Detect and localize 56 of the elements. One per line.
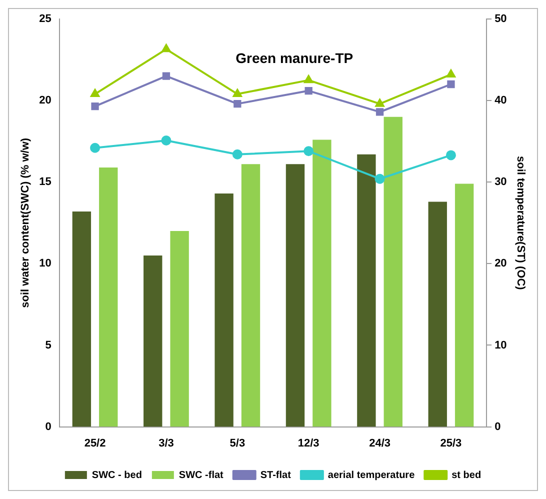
point <box>446 150 456 160</box>
point <box>376 108 384 116</box>
y-tick-label: 0 <box>45 420 52 433</box>
point <box>447 80 455 88</box>
y2-axis-title: soil temperature(ST) (OC) <box>514 156 526 290</box>
legend-label: SWC -flat <box>178 470 224 481</box>
legend-label: SWC - bed <box>92 470 142 481</box>
bar <box>312 140 332 427</box>
point <box>375 98 384 107</box>
y2-tick-label: 40 <box>494 94 507 107</box>
x-tick-label: 25/2 <box>84 437 106 450</box>
x-tick-label: 25/3 <box>440 437 462 450</box>
bar <box>286 164 305 427</box>
legend-label: st bed <box>452 470 482 481</box>
point <box>304 86 312 95</box>
y-tick-label: 25 <box>39 13 52 26</box>
legend-label: aerial temperature <box>328 470 416 481</box>
point <box>90 89 100 98</box>
point <box>91 102 99 110</box>
bar <box>428 202 447 427</box>
y2-tick-label: 20 <box>494 258 507 270</box>
point <box>162 44 171 52</box>
bar <box>454 184 474 427</box>
point <box>162 72 170 80</box>
y-tick-label: 20 <box>39 94 52 107</box>
y-tick-label: 15 <box>39 176 52 188</box>
y2-tick-label: 0 <box>494 420 501 433</box>
point <box>304 75 314 84</box>
bar <box>99 167 118 427</box>
bar <box>170 231 189 427</box>
point <box>304 146 314 156</box>
point <box>90 142 100 153</box>
x-tick-label: 12/3 <box>298 437 320 450</box>
point <box>374 174 385 184</box>
bar <box>384 116 402 427</box>
x-tick-label: 24/3 <box>369 437 390 450</box>
y2-tick-label: 30 <box>494 176 507 188</box>
y-tick-label: 5 <box>45 339 52 352</box>
legend-label: ST-flat <box>260 470 292 481</box>
point <box>232 89 242 98</box>
point <box>446 69 456 78</box>
y2-tick-label: 10 <box>494 339 507 352</box>
text: Green manure-TP <box>236 50 354 66</box>
point <box>232 149 242 160</box>
bar <box>144 256 162 427</box>
bar <box>357 154 376 427</box>
y2-tick-label: 50 <box>494 13 507 26</box>
point <box>234 100 242 108</box>
bar <box>72 211 92 427</box>
bar <box>241 164 260 427</box>
bar <box>214 194 234 427</box>
point <box>161 136 172 146</box>
y-tick-label: 10 <box>39 258 52 270</box>
x-tick-label: 5/3 <box>230 437 246 450</box>
y-axis-title: soil water content(SWC) (% w/w) <box>20 138 32 308</box>
x-tick-label: 3/3 <box>158 437 174 450</box>
